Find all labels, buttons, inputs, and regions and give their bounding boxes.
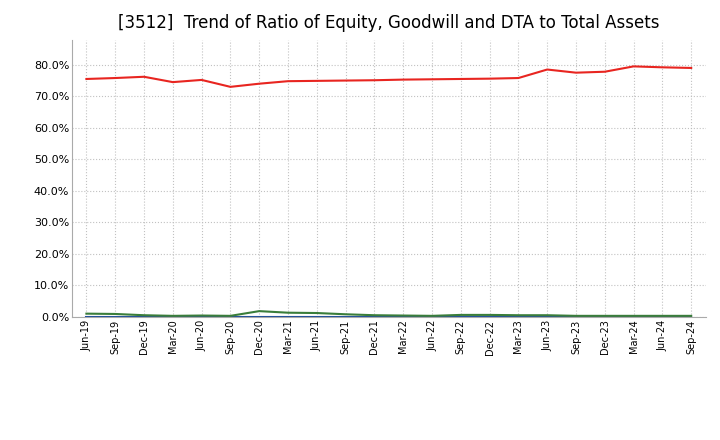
Goodwill [312, 314, 321, 319]
Equity [629, 64, 638, 69]
Equity [456, 76, 465, 81]
Goodwill [370, 314, 379, 319]
Deferred Tax Assets [140, 312, 148, 318]
Goodwill [399, 314, 408, 319]
Goodwill [284, 314, 292, 319]
Equity [255, 81, 264, 86]
Goodwill [255, 314, 264, 319]
Deferred Tax Assets [600, 313, 609, 319]
Equity [82, 76, 91, 81]
Deferred Tax Assets [572, 313, 580, 319]
Equity [687, 65, 696, 70]
Goodwill [572, 314, 580, 319]
Goodwill [456, 314, 465, 319]
Equity [312, 78, 321, 84]
Equity [572, 70, 580, 75]
Goodwill [514, 314, 523, 319]
Deferred Tax Assets [284, 310, 292, 315]
Equity [399, 77, 408, 82]
Deferred Tax Assets [82, 311, 91, 316]
Deferred Tax Assets [197, 313, 206, 318]
Equity [111, 75, 120, 81]
Deferred Tax Assets [658, 313, 667, 319]
Equity [341, 78, 350, 83]
Equity [658, 65, 667, 70]
Equity [370, 77, 379, 83]
Goodwill [428, 314, 436, 319]
Equity [485, 76, 494, 81]
Equity [428, 77, 436, 82]
Goodwill [543, 314, 552, 319]
Equity [514, 75, 523, 81]
Title: [3512]  Trend of Ratio of Equity, Goodwill and DTA to Total Assets: [3512] Trend of Ratio of Equity, Goodwil… [118, 15, 660, 33]
Line: Equity: Equity [86, 66, 691, 87]
Goodwill [111, 314, 120, 319]
Deferred Tax Assets [168, 313, 177, 319]
Equity [168, 80, 177, 85]
Deferred Tax Assets [341, 312, 350, 317]
Equity [140, 74, 148, 79]
Equity [600, 69, 609, 74]
Deferred Tax Assets [456, 312, 465, 318]
Goodwill [168, 314, 177, 319]
Equity [197, 77, 206, 83]
Equity [543, 67, 552, 72]
Equity [284, 78, 292, 84]
Deferred Tax Assets [485, 312, 494, 318]
Goodwill [140, 314, 148, 319]
Goodwill [629, 314, 638, 319]
Goodwill [341, 314, 350, 319]
Deferred Tax Assets [111, 312, 120, 317]
Equity [226, 84, 235, 89]
Deferred Tax Assets [543, 312, 552, 318]
Goodwill [226, 314, 235, 319]
Goodwill [687, 314, 696, 319]
Deferred Tax Assets [399, 313, 408, 318]
Goodwill [658, 314, 667, 319]
Goodwill [197, 314, 206, 319]
Deferred Tax Assets [514, 312, 523, 318]
Goodwill [82, 314, 91, 319]
Deferred Tax Assets [428, 313, 436, 319]
Deferred Tax Assets [255, 308, 264, 314]
Goodwill [485, 314, 494, 319]
Goodwill [600, 314, 609, 319]
Deferred Tax Assets [226, 313, 235, 319]
Deferred Tax Assets [687, 313, 696, 319]
Deferred Tax Assets [629, 313, 638, 319]
Deferred Tax Assets [370, 312, 379, 318]
Deferred Tax Assets [312, 310, 321, 315]
Line: Deferred Tax Assets: Deferred Tax Assets [86, 311, 691, 316]
